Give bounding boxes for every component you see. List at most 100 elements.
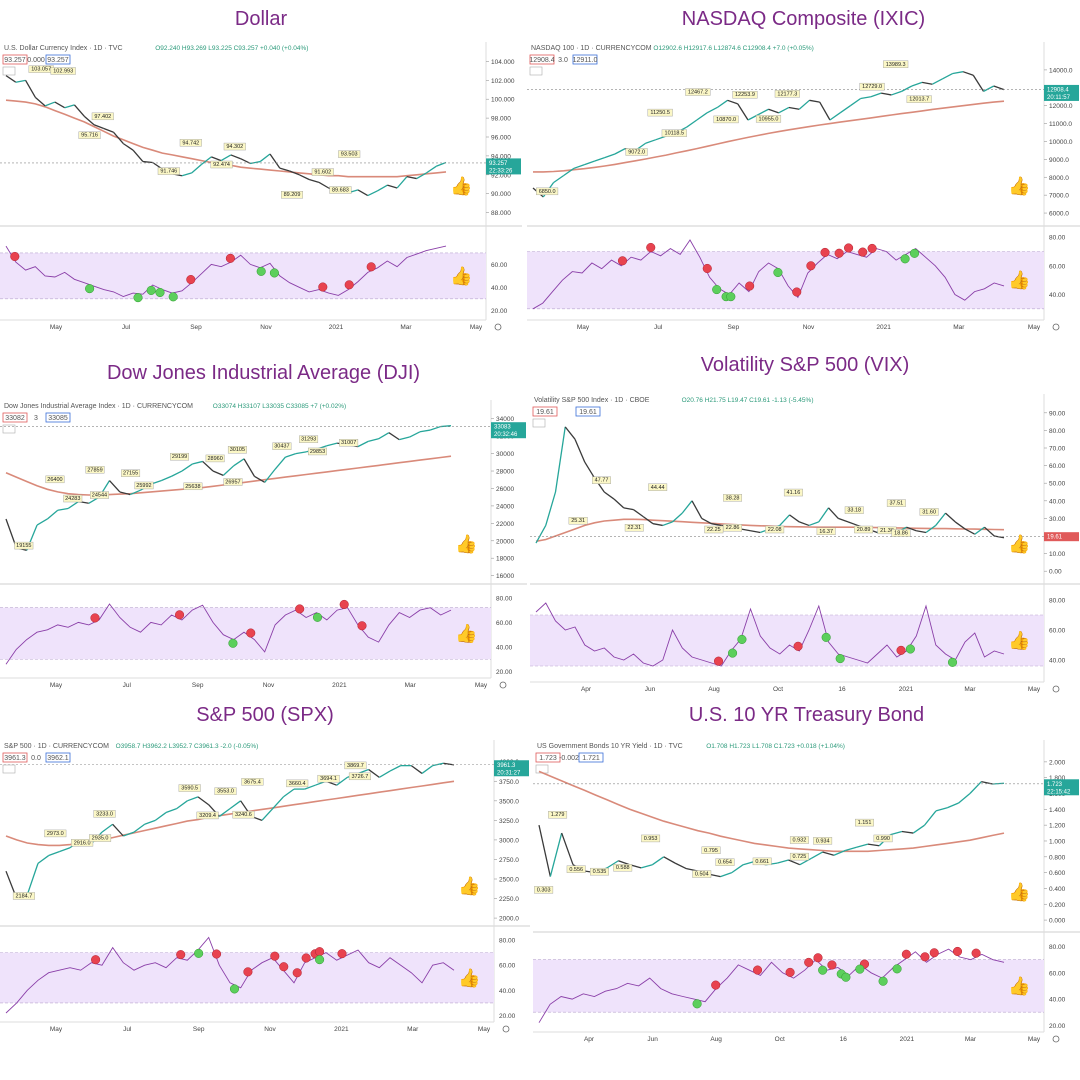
oversold-marker [168, 292, 178, 302]
price-segment [160, 475, 172, 482]
chart-svg[interactable]: US Government Bonds 10 YR Yield · 1D · T… [533, 740, 1080, 1044]
panel-title: NASDAQ Composite (IXIC) [681, 8, 926, 30]
overbought-marker [804, 957, 814, 967]
price-tick-label: 104.000 [491, 59, 515, 66]
chart-svg[interactable]: U.S. Dollar Currency Index · 1D · TVC O92… [0, 42, 522, 332]
price-segment [881, 92, 892, 96]
price-annotation-label: 11250.5 [650, 110, 669, 116]
price-segment [93, 124, 105, 130]
bid-box [535, 752, 561, 763]
price-segment [993, 85, 1005, 91]
price-segment [171, 470, 183, 477]
price-annotation-label: 31293 [301, 437, 316, 443]
date-tick-label: Jul [123, 1026, 132, 1033]
price-annotation-box [701, 846, 721, 855]
ohlc-values: O92.240 H93.269 L93.225 C93.257 +0.040 (… [155, 45, 308, 52]
date-tick-label: Jun [647, 1036, 658, 1043]
oversold-marker [229, 984, 240, 994]
chart-svg[interactable]: NASDAQ 100 · 1D · CURRENCYCOM O12902.6 H1… [527, 42, 1080, 332]
overbought-marker [339, 599, 349, 609]
spread-value: -0.002 [559, 755, 579, 762]
price-annotation-label: 3553.0 [217, 789, 234, 795]
bar-countdown-timer: 22:33:26 [489, 168, 513, 174]
price-segment [574, 438, 586, 463]
rsi-tick-label: 60.00 [1049, 970, 1066, 977]
overbought-marker [844, 243, 854, 253]
overbought-marker [337, 949, 347, 959]
price-segment [833, 849, 846, 856]
ohlc-values: O1.708 H1.723 L1.708 C1.723 +0.018 (+1.0… [706, 743, 845, 750]
price-segment [222, 465, 235, 476]
price-tick-label: 3750.0 [499, 779, 519, 786]
oversold-marker [818, 965, 828, 975]
price-annotation-label: 44.44 [651, 485, 665, 491]
panel-title: U.S. 10 YR Treasury Bond [688, 704, 925, 726]
price-annotation-box [344, 761, 367, 770]
indicator-toggle [529, 66, 543, 76]
bid-box [2, 752, 28, 763]
price-segment [24, 80, 36, 98]
overbought-marker [10, 251, 20, 262]
rsi-tick-label: 80.00 [496, 595, 513, 602]
price-annotation-box [50, 67, 76, 75]
price-annotation-label: 93.503 [341, 152, 358, 158]
price-segment [282, 788, 295, 798]
overbought-marker [315, 947, 325, 957]
thumbs-up-icon: 👍 [1008, 533, 1030, 555]
price-tick-label: 50.00 [1049, 481, 1066, 488]
price-segment [549, 832, 563, 877]
price-annotation-label: 29853 [310, 449, 325, 455]
price-segment [261, 808, 274, 821]
price-tick-label: 10000.0 [1049, 139, 1073, 146]
date-tick-label: Oct [773, 686, 783, 693]
price-annotation-label: 12467.2 [688, 90, 708, 96]
rsi-band [0, 252, 486, 299]
price-segment [289, 170, 300, 176]
price-tick-label: 100.000 [491, 97, 515, 104]
price-segment [594, 156, 605, 162]
price-segment [822, 851, 835, 856]
price-segment [829, 112, 841, 121]
thumbs-up-icon: 👍 [1008, 269, 1030, 291]
rsi-tick-label: 80.00 [1049, 598, 1066, 605]
oversold-marker [256, 266, 266, 276]
overbought-marker [827, 960, 837, 970]
panel-title: Dow Jones Industrial Average (DJI) [106, 362, 421, 384]
price-annotation-box [536, 187, 559, 196]
spread-value: 0.0 [31, 755, 41, 762]
price-segment [962, 71, 974, 76]
price-segment [788, 859, 801, 866]
last-price-value: 3961.3 [497, 763, 516, 769]
chart-svg[interactable]: Dow Jones Industrial Average Index · 1D … [0, 400, 527, 690]
price-annotation-box [44, 829, 67, 838]
price-segment [545, 491, 557, 526]
price-annotation-label: 102.993 [53, 69, 73, 75]
price-segment [674, 862, 687, 870]
ohlc-values: O33074 H33107 L33035 C33085 +7 (+0.02%) [213, 403, 346, 410]
chart-svg[interactable]: Volatility S&P 500 Index · 1D · CBOE O20.… [530, 394, 1080, 694]
price-segment [165, 808, 177, 814]
price-segment [614, 148, 626, 155]
price-segment [691, 500, 703, 519]
oversold-marker [947, 657, 958, 667]
oversold-marker [155, 287, 165, 298]
price-annotation-box [919, 508, 939, 516]
price-tick-label: 26000 [496, 486, 514, 493]
price-annotation-box [844, 506, 864, 514]
last-price-value: 93.257 [489, 161, 508, 167]
date-tick-label: Mar [407, 1026, 419, 1033]
price-segment [112, 823, 124, 837]
price-segment [633, 509, 644, 518]
oversold-marker [728, 648, 738, 658]
symbol-header: Dow Jones Industrial Average Index · 1D … [4, 403, 193, 410]
chart-svg[interactable]: S&P 500 · 1D · CURRENCYCOM O3958.7 H3962.… [0, 740, 530, 1034]
price-segment [389, 765, 401, 772]
price-annotation-box [692, 870, 712, 878]
price-annotation-label: 0.725 [793, 854, 807, 860]
price-annotation-label: 27859 [87, 467, 102, 473]
price-segment [663, 856, 676, 864]
oversold-marker [269, 268, 279, 278]
price-segment [584, 461, 596, 479]
price-annotation-box [311, 168, 334, 176]
price-segment [935, 512, 947, 526]
